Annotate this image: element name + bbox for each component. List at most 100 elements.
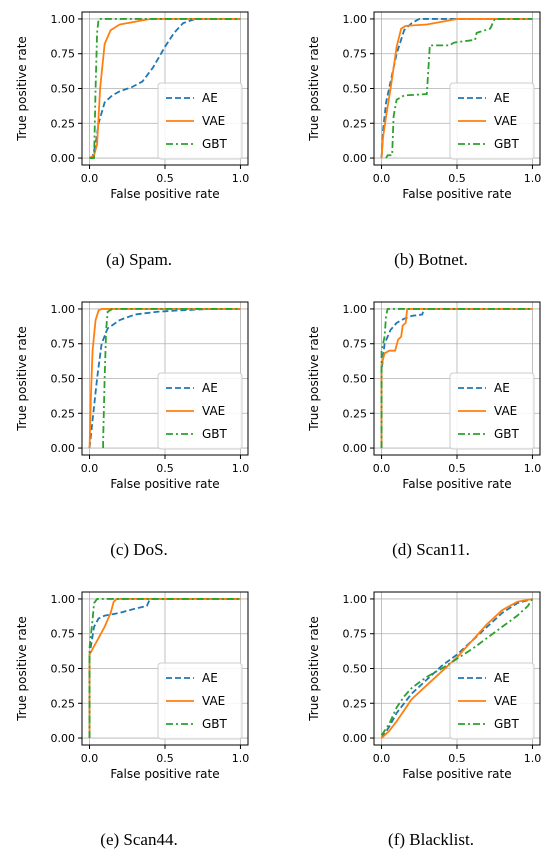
roc-panel: 0.0 0.5 1.0 0.00 0.25 0.50 0.75 1.00 False posit… <box>0 0 278 286</box>
x-axis-label: False positive rate <box>110 187 219 201</box>
series-line-gbt <box>88 598 241 739</box>
y-tick-label: 0.00 <box>343 152 368 165</box>
x-axis-label: False positive rate <box>402 767 511 781</box>
roc-chart: 0.0 0.5 1.0 0.00 0.25 0.50 0.75 1.00 False posit… <box>307 11 542 201</box>
subfigure-caption: (a) Spam. <box>105 250 173 269</box>
legend-label: GBT <box>494 137 520 151</box>
y-tick-label: 0.00 <box>51 152 76 165</box>
roc-chart: 0.0 0.5 1.0 0.00 0.25 0.50 0.75 1.00 False posit… <box>307 301 542 491</box>
y-tick-label: 0.50 <box>51 373 76 386</box>
series-line-vae <box>88 598 241 739</box>
legend-box <box>157 82 243 160</box>
x-tick-label: 0.5 <box>156 462 174 475</box>
series-line-ae <box>380 598 533 739</box>
y-axis-label: True positive rate <box>15 326 29 432</box>
y-tick-label: 0.50 <box>343 663 368 676</box>
x-tick-label: 1.0 <box>524 172 542 185</box>
legend-label: AE <box>494 671 510 685</box>
legend-label: VAE <box>202 694 225 708</box>
legend-label: GBT <box>202 137 228 151</box>
y-tick-label: 1.00 <box>51 593 76 606</box>
series-line-gbt <box>89 18 241 159</box>
x-tick-label: 1.0 <box>232 752 250 765</box>
roc-chart: 0.0 0.5 1.0 0.00 0.25 0.50 0.75 1.00 False posit… <box>307 591 541 781</box>
legend-label: GBT <box>494 427 520 441</box>
y-tick-label: 0.75 <box>343 338 368 351</box>
x-tick-label: 0.5 <box>448 462 466 475</box>
y-tick-label: 0.25 <box>343 697 368 710</box>
y-tick-label: 0.75 <box>51 628 76 641</box>
legend: AE VAE GBT <box>157 372 243 450</box>
legend-label: GBT <box>202 427 228 441</box>
series-line-gbt <box>102 308 241 449</box>
y-tick-label: 0.50 <box>51 83 76 96</box>
x-tick-label: 0.0 <box>373 172 391 185</box>
roc-panel: 0.0 0.5 1.0 0.00 0.25 0.50 0.75 1.00 False posit… <box>0 290 278 576</box>
y-axis-label: True positive rate <box>15 36 29 142</box>
subfigure-caption: (d) Scan11. <box>392 540 470 559</box>
roc-panel: 0.0 0.5 1.0 0.00 0.25 0.50 0.75 1.00 False posit… <box>292 0 557 286</box>
legend-label: GBT <box>202 717 228 731</box>
series-line-ae <box>88 598 241 739</box>
legend-label: AE <box>202 381 218 395</box>
series-line-ae <box>88 308 241 449</box>
subfigure-caption: (b) Botnet. <box>394 250 468 269</box>
y-tick-label: 1.00 <box>343 593 368 606</box>
series-line-vae <box>380 308 533 449</box>
y-axis-label: True positive rate <box>307 326 321 432</box>
x-tick-label: 1.0 <box>524 462 542 475</box>
legend: AE VAE GBT <box>449 372 535 450</box>
roc-panel: 0.0 0.5 1.0 0.00 0.25 0.50 0.75 1.00 False posit… <box>292 580 557 866</box>
x-tick-label: 1.0 <box>232 172 250 185</box>
roc-panel: 0.0 0.5 1.0 0.00 0.25 0.50 0.75 1.00 False posit… <box>292 290 557 576</box>
legend-label: VAE <box>202 404 225 418</box>
x-tick-label: 1.0 <box>232 462 250 475</box>
x-axis-label: False positive rate <box>110 767 219 781</box>
y-tick-label: 0.25 <box>51 117 76 130</box>
y-tick-label: 0.75 <box>51 48 76 61</box>
y-tick-label: 0.00 <box>51 442 76 455</box>
y-tick-label: 0.75 <box>343 48 368 61</box>
x-tick-label: 0.5 <box>156 752 174 765</box>
legend-box <box>449 82 535 160</box>
roc-chart: 0.0 0.5 1.0 0.00 0.25 0.50 0.75 1.00 False posit… <box>15 11 250 201</box>
legend: AE VAE GBT <box>449 82 535 160</box>
y-tick-label: 0.00 <box>343 732 368 745</box>
roc-chart: 0.0 0.5 1.0 0.00 0.25 0.50 0.75 1.00 False posit… <box>15 591 250 781</box>
y-tick-label: 0.25 <box>51 407 76 420</box>
legend-box <box>157 372 243 450</box>
y-tick-label: 1.00 <box>51 303 76 316</box>
x-tick-label: 0.0 <box>81 172 99 185</box>
subfigure-caption: (f) Blacklist. <box>388 830 474 849</box>
y-tick-label: 0.50 <box>51 663 76 676</box>
roc-panel: 0.0 0.5 1.0 0.00 0.25 0.50 0.75 1.00 False posit… <box>0 580 278 866</box>
legend-box <box>449 662 535 740</box>
legend-box <box>449 372 535 450</box>
series-line-gbt <box>380 308 533 449</box>
legend-label: VAE <box>202 114 225 128</box>
legend-label: VAE <box>494 404 517 418</box>
legend: AE VAE GBT <box>157 82 243 160</box>
series-line-vae <box>88 308 241 449</box>
roc-chart: 0.0 0.5 1.0 0.00 0.25 0.50 0.75 1.00 False posit… <box>15 301 250 491</box>
x-tick-label: 0.5 <box>448 752 466 765</box>
x-tick-label: 0.0 <box>81 462 99 475</box>
legend-label: AE <box>202 671 218 685</box>
series-line-vae <box>89 18 241 159</box>
x-axis-label: False positive rate <box>402 477 511 491</box>
y-axis-label: True positive rate <box>15 616 29 722</box>
series-line-vae <box>380 598 533 739</box>
subfigure-caption: (c) DoS. <box>110 540 168 559</box>
y-tick-label: 0.75 <box>343 628 368 641</box>
y-tick-label: 0.25 <box>343 407 368 420</box>
y-tick-label: 0.25 <box>51 697 76 710</box>
y-axis-label: True positive rate <box>307 616 321 722</box>
y-tick-label: 0.00 <box>51 732 76 745</box>
y-tick-label: 1.00 <box>343 13 368 26</box>
legend-label: AE <box>494 91 510 105</box>
y-tick-label: 0.50 <box>343 373 368 386</box>
series-line-ae <box>380 18 533 159</box>
x-axis-label: False positive rate <box>110 477 219 491</box>
y-axis-label: True positive rate <box>307 36 321 142</box>
